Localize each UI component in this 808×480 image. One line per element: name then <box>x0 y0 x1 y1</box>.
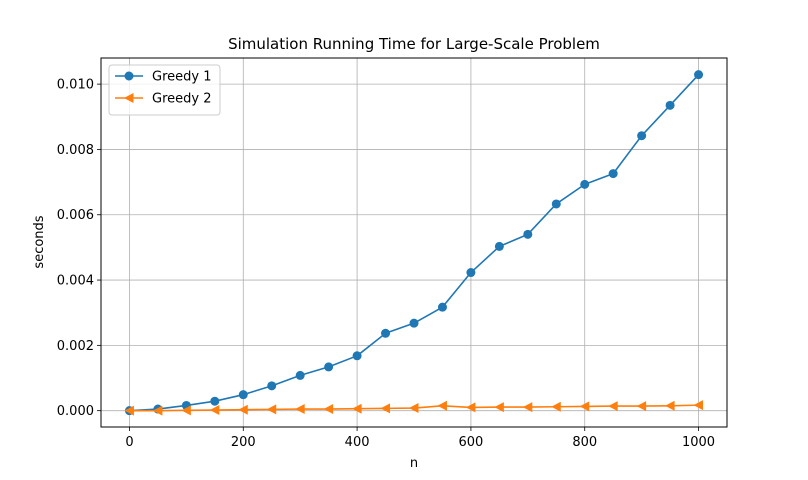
x-tick-label: 0 <box>125 435 133 450</box>
x-tick-label: 200 <box>231 435 256 450</box>
data-point <box>381 328 391 338</box>
data-point <box>466 268 476 278</box>
data-point <box>181 405 191 416</box>
data-point <box>409 318 419 328</box>
data-point <box>152 405 163 416</box>
grid <box>101 58 727 427</box>
y-tick-label: 0.010 <box>57 78 94 93</box>
data-point <box>637 131 647 141</box>
data-point <box>636 401 647 412</box>
data-point <box>694 70 704 80</box>
x-tick-label: 800 <box>572 435 597 450</box>
data-point <box>665 100 675 110</box>
legend-marker <box>124 93 134 103</box>
data-point <box>437 400 447 411</box>
data-point <box>267 381 277 391</box>
data-point <box>295 370 305 380</box>
data-point <box>579 401 590 412</box>
data-point <box>665 400 675 411</box>
series-2 <box>124 400 704 416</box>
data-point <box>693 400 704 411</box>
data-point <box>210 396 220 406</box>
data-point <box>551 401 561 412</box>
y-axis-label: seconds <box>32 215 47 268</box>
data-point <box>295 404 305 415</box>
data-point <box>352 351 362 361</box>
y-tick-label: 0.000 <box>57 404 94 419</box>
y-tick-label: 0.006 <box>57 208 94 223</box>
data-point <box>580 179 590 189</box>
legend: Greedy 1 Greedy 2 <box>108 64 221 116</box>
data-point <box>494 402 504 413</box>
data-point <box>209 405 220 416</box>
plot-frame <box>100 57 728 428</box>
chart-title: Simulation Running Time for Large-Scale … <box>228 35 600 53</box>
data-point <box>522 402 533 413</box>
legend-item: Greedy 1 <box>115 70 211 85</box>
data-point <box>608 169 618 179</box>
series-layer <box>124 70 704 416</box>
legend-box <box>108 64 221 116</box>
data-point <box>324 362 334 372</box>
axis-ticks: 0 200 400 600 800 1000 0.000 0.002 0.004 0.006 0.0… <box>57 78 715 450</box>
x-tick-label: 1000 <box>682 435 715 450</box>
data-point <box>380 403 391 414</box>
data-point <box>238 404 248 415</box>
data-point <box>494 241 504 251</box>
y-tick-label: 0.004 <box>57 274 94 289</box>
legend-label: Greedy 2 <box>152 92 211 107</box>
x-tick-label: 400 <box>345 435 370 450</box>
data-point <box>523 229 533 239</box>
x-tick-label: 600 <box>458 435 483 450</box>
legend-label: Greedy 1 <box>152 70 211 85</box>
legend-marker <box>124 71 134 81</box>
data-point <box>409 403 419 414</box>
data-point <box>124 405 134 416</box>
data-point <box>608 401 618 412</box>
data-point <box>465 402 476 413</box>
data-point <box>238 390 248 400</box>
data-point <box>352 403 362 414</box>
legend-item: Greedy 2 <box>115 92 211 107</box>
data-point <box>266 404 277 415</box>
data-point <box>551 199 561 209</box>
data-point <box>437 302 447 312</box>
y-tick-label: 0.008 <box>57 143 94 158</box>
y-tick-label: 0.002 <box>57 339 94 354</box>
data-point <box>323 404 334 415</box>
x-axis-label: n <box>410 456 418 471</box>
